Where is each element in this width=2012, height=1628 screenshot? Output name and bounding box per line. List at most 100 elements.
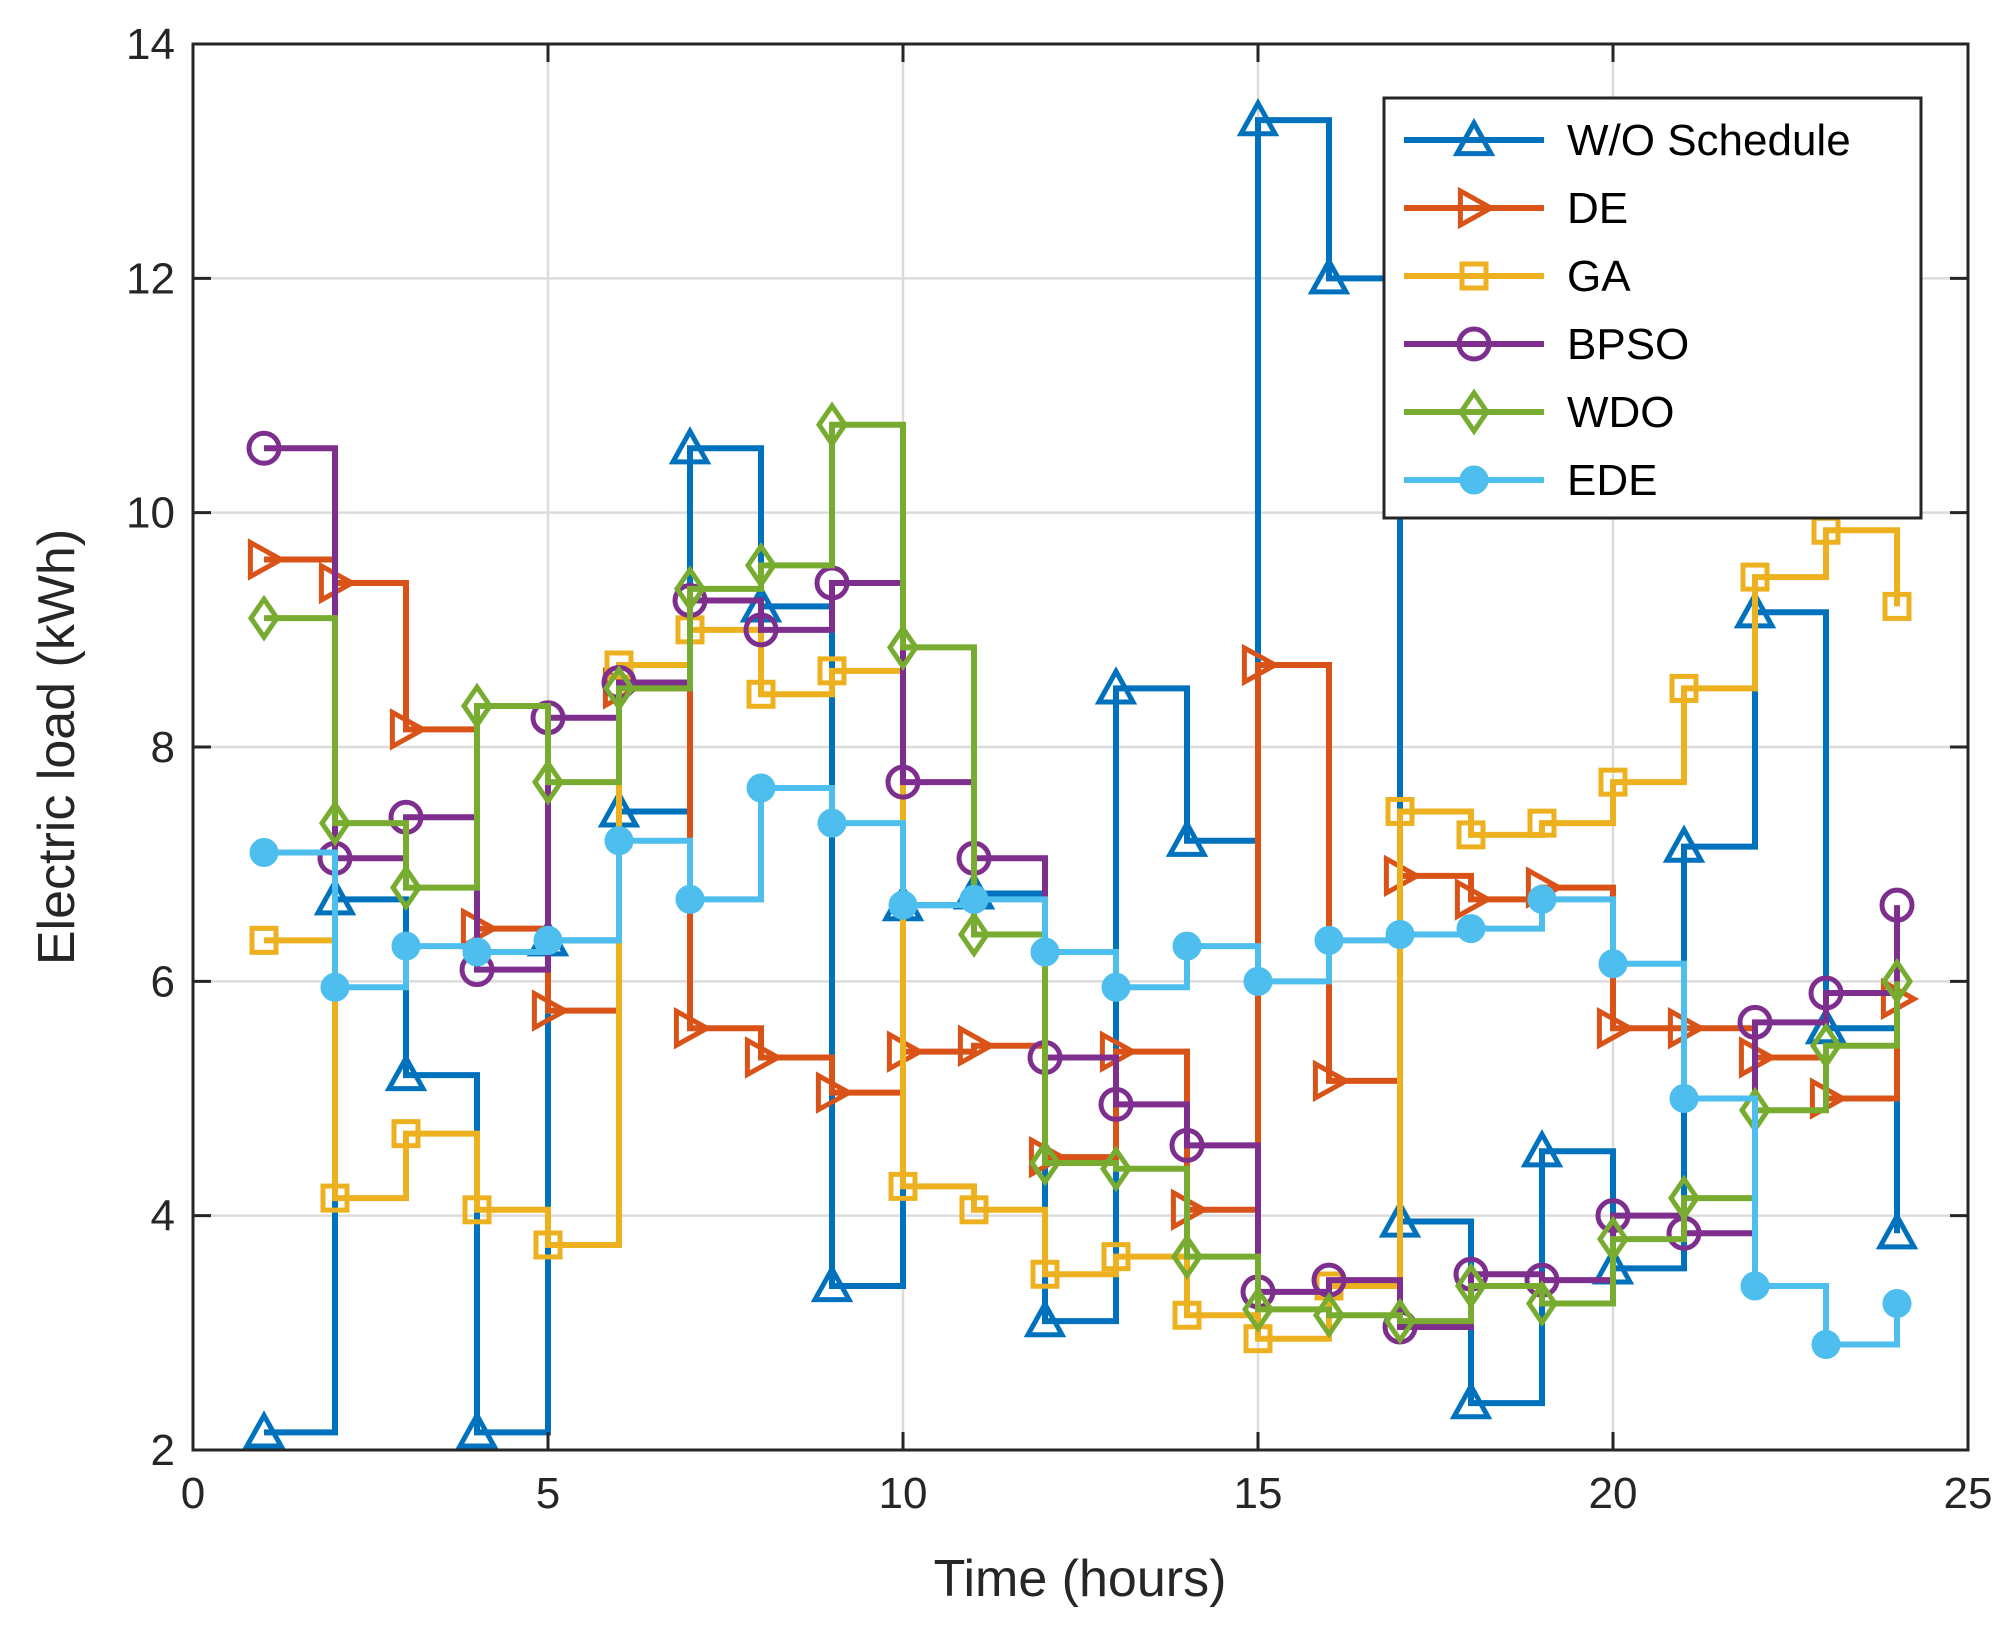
data-point [1236,98,1280,137]
data-point [320,1183,350,1213]
data-point [320,972,350,1002]
data-point [743,612,779,648]
data-point [533,925,563,955]
data-point [1314,925,1344,955]
data-point [1241,643,1281,687]
data-point [1456,914,1486,944]
data-point [1172,931,1202,961]
data-point [531,989,571,1032]
x-tick-label: 0 [181,1469,205,1518]
data-point [1023,1298,1067,1338]
legend-label: WDO [1567,388,1675,437]
data-point [888,1171,918,1201]
data-point [1808,975,1844,1011]
data-point [455,1410,499,1449]
data-point [1170,1233,1204,1281]
data-point [1879,887,1915,923]
data-point [959,884,989,914]
x-tick-label: 20 [1589,1469,1638,1518]
data-point [247,594,281,642]
data-point [1595,1198,1631,1234]
series-ga [249,515,1912,1354]
data-point [1882,591,1912,621]
data-point [318,799,352,847]
data-point [384,1052,428,1092]
data-point [1740,1271,1770,1301]
series-line [264,117,1900,1436]
data-point [1662,824,1706,863]
data-point [885,764,921,800]
data-point [957,911,991,958]
data-point [1165,818,1209,857]
data-point [1520,1129,1564,1168]
legend-item: BPSO [1404,320,1689,369]
series-layer [242,98,1920,1449]
series-wdo [247,401,1914,1345]
data-point [1456,820,1486,850]
legend-marker [1456,326,1492,362]
legend-item: W/O Schedule [1404,116,1851,165]
data-point [1598,949,1628,979]
legend-marker [1459,465,1489,495]
y-tick-label: 10 [126,489,175,538]
data-point [249,837,279,867]
y-tick-label: 2 [151,1426,175,1475]
x-tick-label: 15 [1234,1469,1283,1518]
data-point [1101,972,1131,1002]
series-line [264,421,1900,1325]
data-point [1312,1291,1346,1339]
data-point [1804,1006,1848,1045]
x-tick-label: 5 [536,1469,560,1518]
data-point [810,1263,854,1303]
data-point [746,773,776,803]
data-point [1596,1006,1636,1050]
data-point [1737,1004,1773,1040]
data-point [1811,1330,1841,1360]
data-point [815,401,849,449]
x-tick-label: 10 [879,1469,928,1518]
legend-marker [1457,186,1497,230]
data-point [1598,767,1628,797]
data-point [888,890,918,920]
data-point [959,1195,989,1225]
data-point [242,1410,286,1449]
legend-label: BPSO [1567,320,1689,369]
legend-item: WDO [1404,388,1675,437]
legend-label: W/O Schedule [1567,116,1851,165]
data-point [1099,1145,1133,1193]
data-point [249,925,279,955]
data-point [1596,1215,1630,1263]
x-tick-label: 25 [1944,1469,1993,1518]
series-ede [249,773,1912,1360]
data-point [744,1036,784,1079]
data-point [1028,1139,1062,1187]
legend-box [1382,96,1923,520]
data-point [1525,1280,1559,1327]
data-point [462,1195,492,1225]
data-point [604,826,634,856]
data-point [1383,1297,1417,1345]
data-point [460,682,494,730]
data-point [1449,1380,1493,1420]
data-point [391,931,421,961]
data-point [531,758,565,806]
data-point [668,426,712,465]
legend-marker [1452,117,1496,157]
legend-label: EDE [1567,456,1657,505]
legend-marker [1459,261,1489,291]
data-point [744,541,778,589]
y-tick-label: 14 [126,20,175,69]
legend-item: GA [1404,252,1631,301]
x-axis-label: Time (hours) [934,1550,1227,1608]
data-point [815,1071,855,1114]
data-point [533,1230,563,1260]
data-point [1098,1086,1134,1122]
legend-label: GA [1567,252,1631,301]
data-point [1094,666,1138,705]
legend-label: DE [1567,184,1628,233]
data-point [1882,1289,1912,1319]
data-point [1243,966,1273,996]
data-point [389,864,423,912]
data-point [1667,1174,1701,1222]
